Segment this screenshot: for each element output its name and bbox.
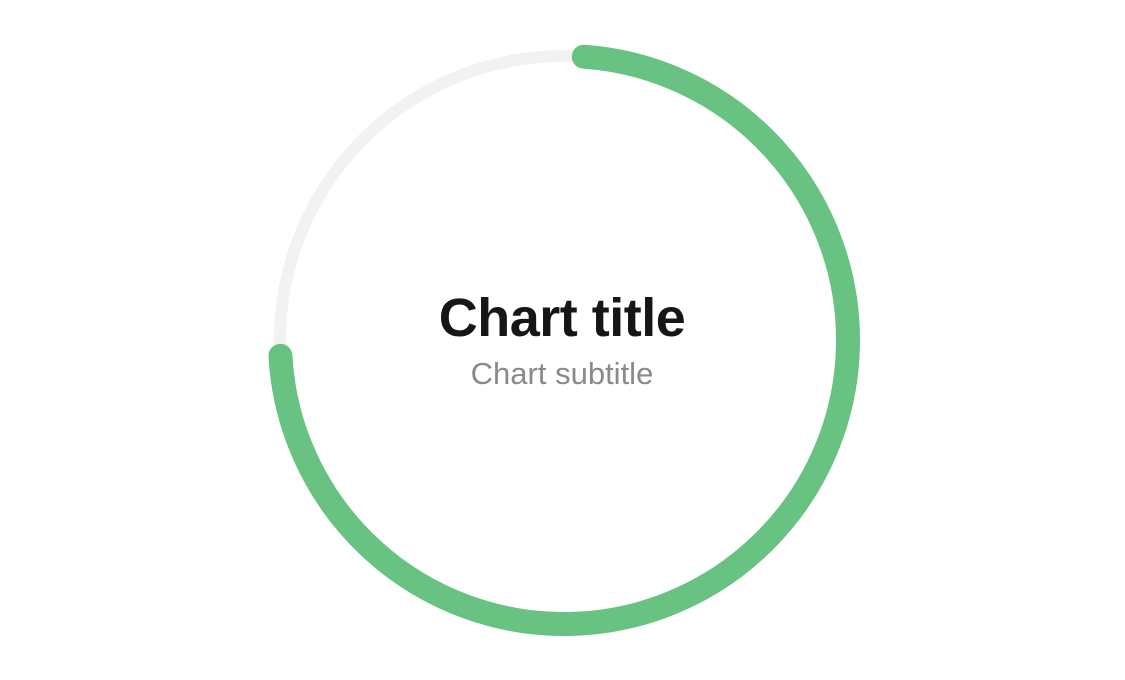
ring-progress-arc xyxy=(268,44,860,636)
center-label: Chart title Chart subtitle xyxy=(262,280,862,392)
chart-title: Chart title xyxy=(438,288,686,348)
chart-subtitle: Chart subtitle xyxy=(470,356,654,391)
